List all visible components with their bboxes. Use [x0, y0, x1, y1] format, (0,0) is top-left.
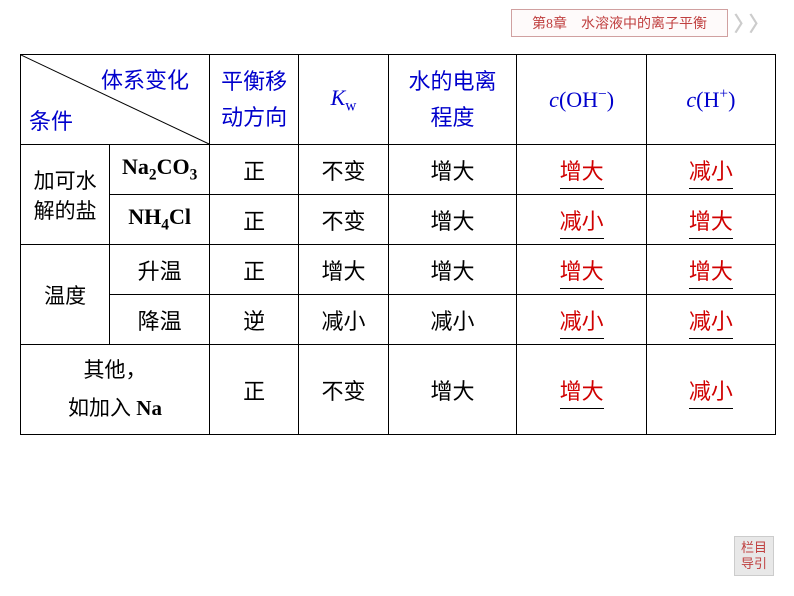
- temp-down-oh: 减小: [517, 295, 646, 345]
- header-equilibrium-direction: 平衡移动方向: [210, 55, 299, 145]
- salt2-oh: 减小: [517, 195, 646, 245]
- nav-line1: 栏目: [741, 540, 767, 556]
- header-ionization-degree: 水的电离程度: [388, 55, 517, 145]
- temp-up-degree: 增大: [388, 245, 517, 295]
- temp-down-h: 减小: [646, 295, 775, 345]
- other-oh: 增大: [517, 345, 646, 435]
- header-kw: Kw: [299, 55, 388, 145]
- nav-line2: 导引: [741, 556, 767, 572]
- banner-text: 第8章 水溶液中的离子平衡: [511, 9, 728, 37]
- salt2-degree: 增大: [388, 195, 517, 245]
- salt2-h: 增大: [646, 195, 775, 245]
- temp-up-dir: 正: [210, 245, 299, 295]
- salt1-degree: 增大: [388, 145, 517, 195]
- other-dir: 正: [210, 345, 299, 435]
- header-system-change: 体系变化: [101, 63, 189, 95]
- other-kw: 不变: [299, 345, 388, 435]
- chevron-right-icon: 〉〉: [734, 8, 764, 37]
- temp-up-h: 增大: [646, 245, 775, 295]
- header-c-h: c(H+): [646, 55, 775, 145]
- salt1-h: 减小: [646, 145, 775, 195]
- nav-button[interactable]: 栏目 导引: [734, 536, 774, 576]
- other-h: 减小: [646, 345, 775, 435]
- temp-up-label: 升温: [110, 245, 210, 295]
- salt1-oh: 增大: [517, 145, 646, 195]
- temp-up-kw: 增大: [299, 245, 388, 295]
- salt1-kw: 不变: [299, 145, 388, 195]
- other-degree: 增大: [388, 345, 517, 435]
- row-label-salt: 加可水解的盐: [21, 145, 110, 245]
- temp-down-dir: 逆: [210, 295, 299, 345]
- row-label-temp: 温度: [21, 245, 110, 345]
- temp-down-kw: 减小: [299, 295, 388, 345]
- main-table: 体系变化 条件 平衡移动方向 Kw 水的电离程度 c(OH−) c(H+) 加可…: [20, 54, 776, 435]
- temp-down-degree: 减小: [388, 295, 517, 345]
- salt2-dir: 正: [210, 195, 299, 245]
- diagonal-header: 体系变化 条件: [21, 55, 210, 145]
- salt2-label: NH4Cl: [110, 195, 210, 245]
- temp-down-label: 降温: [110, 295, 210, 345]
- salt1-label: Na2CO3: [110, 145, 210, 195]
- row-label-other: 其他，如加入 Na: [21, 345, 210, 435]
- temp-up-oh: 增大: [517, 245, 646, 295]
- salt1-dir: 正: [210, 145, 299, 195]
- chapter-banner: 第8章 水溶液中的离子平衡 〉〉: [511, 8, 764, 37]
- header-condition: 条件: [29, 104, 73, 136]
- header-c-oh: c(OH−): [517, 55, 646, 145]
- salt2-kw: 不变: [299, 195, 388, 245]
